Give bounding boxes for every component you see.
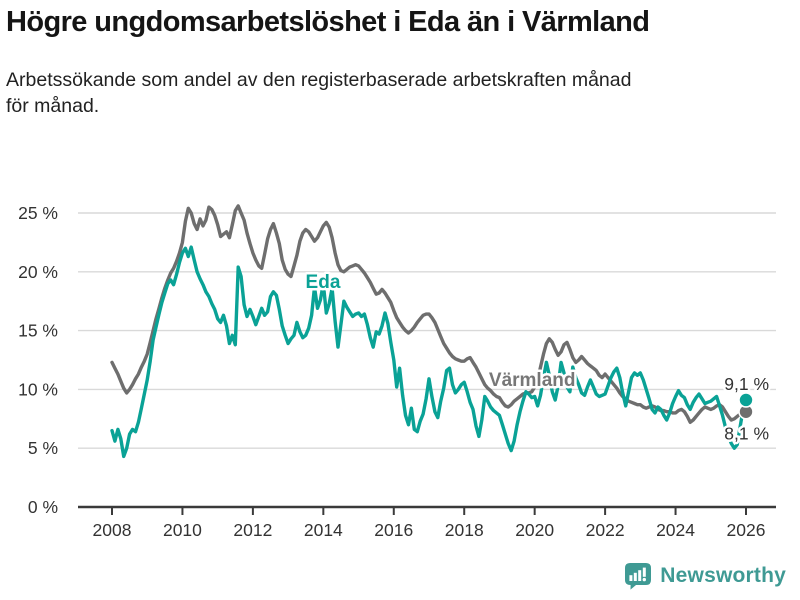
newsworthy-logo: Newsworthy	[624, 562, 786, 590]
vrmland-line-series	[110, 204, 748, 424]
x-tick-label: 2024	[656, 520, 695, 540]
x-tick-label: 2010	[163, 520, 202, 540]
x-tick-label: 2008	[93, 520, 132, 540]
eda-end-value-label: 9,1 %	[724, 374, 769, 394]
y-tick-label: 10 %	[18, 379, 58, 399]
x-tick-label: 2026	[727, 520, 766, 540]
y-tick-label: 5 %	[28, 438, 58, 458]
x-tick-label: 2014	[304, 520, 343, 540]
page-subtitle: Arbetssökande som andel av den registerb…	[6, 68, 786, 120]
y-tick-label: 25 %	[18, 203, 58, 223]
x-tick-label: 2018	[445, 520, 484, 540]
page-subtitle-line2: för månad.	[6, 94, 100, 117]
newsworthy-icon	[625, 563, 652, 590]
vrmland-end-value-label: 8,1 %	[724, 424, 769, 444]
x-tick-label: 2020	[515, 520, 554, 540]
y-tick-label: 0 %	[28, 497, 58, 517]
eda-line-series	[110, 245, 748, 459]
y-tick-label: 20 %	[18, 262, 58, 282]
series-label-vrmland: Värmland	[489, 370, 576, 391]
x-tick-label: 2012	[233, 520, 272, 540]
eda-end-dot	[738, 392, 754, 408]
page-title: Högre ungdomsarbetslöshet i Eda än i Vär…	[6, 6, 650, 38]
y-tick-label: 15 %	[18, 321, 58, 341]
newsworthy-brand-text: Newsworthy	[660, 564, 786, 587]
page-subtitle-line1: Arbetssökande som andel av den registerb…	[6, 69, 632, 91]
series-label-eda: Eda	[306, 272, 341, 293]
x-tick-label: 2022	[586, 520, 625, 540]
x-tick-label: 2016	[374, 520, 413, 540]
